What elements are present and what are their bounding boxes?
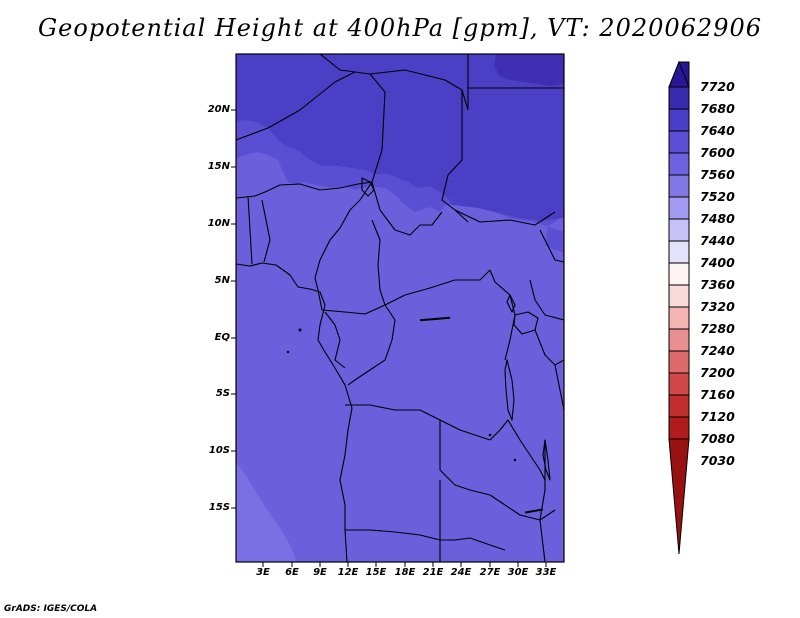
- border-namibia-angola: [345, 529, 455, 541]
- colorbar-bottom-arrow: [668, 438, 690, 555]
- colorbar-cell: [668, 306, 690, 330]
- border-zambia-malawi: [529, 454, 546, 481]
- colorbar-label: 7160: [700, 387, 735, 402]
- lat-label: 15S: [208, 502, 230, 513]
- lon-label: 18E: [394, 567, 416, 578]
- lake-tanganyika: [504, 359, 515, 421]
- colorbar-label: 7280: [700, 321, 735, 336]
- lat-label: 10N: [207, 218, 230, 229]
- colorbar: [668, 60, 690, 555]
- fill-7520-southwest: [236, 462, 297, 562]
- software-credit: GrADS: IGES/COLA: [4, 604, 98, 614]
- colorbar-cell: [668, 174, 690, 198]
- colorbar-cell: [668, 328, 690, 352]
- colorbar-label: 7720: [700, 79, 735, 94]
- geopotential-field: [236, 54, 564, 562]
- border-algeria-libya: [319, 54, 356, 73]
- colorbar-label: 7120: [700, 409, 735, 424]
- colorbar-label: 7600: [700, 145, 735, 160]
- lake-albert: [506, 294, 516, 313]
- colorbar-label: 7240: [700, 343, 735, 358]
- lon-label: 24E: [450, 567, 472, 578]
- colorbar-cell: [668, 108, 690, 132]
- colorbar-cell: [668, 130, 690, 154]
- border-nigeria-cameroon: [314, 181, 373, 291]
- colorbar-label: 7360: [700, 277, 735, 292]
- lat-label: 5S: [215, 388, 230, 399]
- lat-label: 20N: [207, 104, 230, 115]
- lon-label: 15E: [365, 567, 387, 578]
- lake-chad: [361, 177, 375, 197]
- border-congo-drc: [347, 304, 396, 386]
- coastline-west-africa: [236, 262, 353, 562]
- colorbar-cell: [668, 196, 690, 220]
- border-mozambique: [539, 440, 546, 562]
- border-gabon-congo: [324, 311, 346, 369]
- lat-label: 10S: [208, 445, 230, 456]
- colorbar-label: 7680: [700, 101, 735, 116]
- lat-label: 5N: [214, 275, 230, 286]
- colorbar-cell: [668, 152, 690, 176]
- border-chad-sudan: [441, 90, 469, 223]
- border-drc-zambia: [489, 419, 531, 456]
- colorbar-label: 7080: [700, 431, 735, 446]
- colorbar-cell: [668, 372, 690, 396]
- colorbar-cell: [668, 284, 690, 308]
- border-ethiopia: [539, 229, 564, 263]
- border-cameroon-south: [317, 289, 386, 315]
- lon-label: 3E: [256, 567, 270, 578]
- border-east-coast: [554, 364, 564, 411]
- lon-label: 9E: [313, 567, 327, 578]
- border-benin-nigeria: [261, 199, 271, 263]
- colorbar-label: 7200: [700, 365, 735, 380]
- fill-7680-corner: [494, 54, 564, 86]
- colorbar-cell: [668, 416, 690, 440]
- colorbar-cell: [668, 240, 690, 264]
- colorbar-cell: [668, 262, 690, 286]
- lat-label: 15N: [207, 161, 230, 172]
- border-southsudan-drc: [489, 269, 511, 296]
- border-car-drc: [384, 269, 491, 306]
- colorbar-cell: [668, 394, 690, 418]
- border-uganda-kenya: [529, 279, 564, 321]
- map-islands: [286, 316, 544, 514]
- colorbar-cell: [668, 218, 690, 242]
- border-niger-libya-chad: [369, 69, 469, 111]
- border-tanzania-east: [534, 329, 564, 366]
- colorbar-label: 7520: [700, 189, 735, 204]
- lat-ticks: [231, 109, 236, 509]
- lat-label: EQ: [214, 332, 230, 343]
- border-cameroon-car: [371, 219, 386, 306]
- lon-label: 6E: [285, 567, 299, 578]
- border-zambia-angola: [439, 420, 491, 496]
- border-zambia-zimbabwe: [489, 494, 556, 521]
- colorbar-label: 7400: [700, 255, 735, 270]
- map-borders: [236, 54, 564, 562]
- border-chad-car: [371, 181, 443, 236]
- lon-label: 12E: [337, 567, 359, 578]
- colorbar-label: 7440: [700, 233, 735, 248]
- border-caprivi: [454, 537, 506, 551]
- colorbar-label: 7030: [700, 453, 735, 468]
- lon-label: 21E: [422, 567, 444, 578]
- colorbar-label: 7560: [700, 167, 735, 182]
- colorbar-label: 7480: [700, 211, 735, 226]
- border-drc-east: [504, 294, 516, 361]
- colorbar-label: 7640: [700, 123, 735, 138]
- border-sudan-southsudan: [454, 209, 556, 226]
- colorbar-cell: [668, 86, 690, 110]
- colorbar-label: 7320: [700, 299, 735, 314]
- lon-label: 33E: [535, 567, 557, 578]
- lon-label: 27E: [479, 567, 501, 578]
- lon-ticks: [262, 562, 547, 567]
- colorbar-cell: [668, 350, 690, 374]
- map-title: Geopotential Height at 400hPa [gpm], VT:…: [38, 14, 762, 42]
- lake-malawi: [542, 439, 551, 481]
- border-benin-togo: [247, 195, 253, 265]
- border-drc-angola: [345, 404, 491, 441]
- map-frame: [235, 53, 565, 563]
- lon-label: 30E: [507, 567, 529, 578]
- border-nigeria-niger: [236, 181, 373, 199]
